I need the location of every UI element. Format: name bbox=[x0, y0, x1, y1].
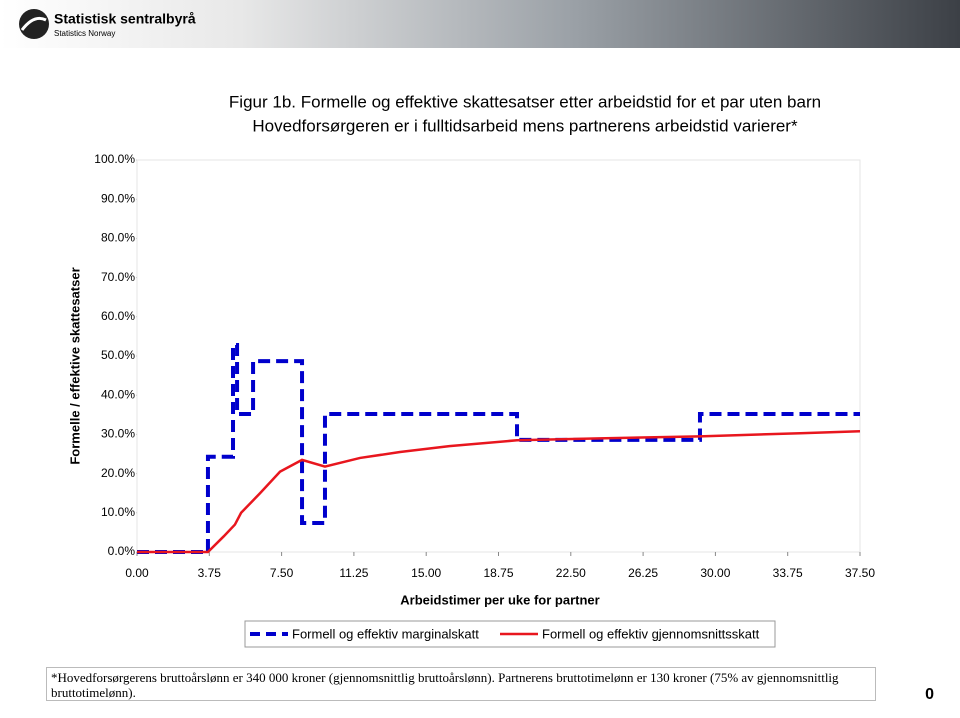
x-tick-label: 33.75 bbox=[773, 566, 803, 580]
chart-title: Figur 1b. Formelle og effektive skattesa… bbox=[229, 92, 821, 111]
x-tick-label: 0.00 bbox=[125, 566, 149, 580]
series-line bbox=[137, 430, 861, 554]
y-tick-label: 40.0% bbox=[101, 387, 135, 401]
y-tick-label: 90.0% bbox=[101, 191, 135, 205]
y-tick-label: 50.0% bbox=[101, 348, 135, 362]
footnote: *Hovedforsørgerens bruttoårslønn er 340 … bbox=[46, 667, 876, 701]
legend-label: Formell og effektiv gjennomsnittsskatt bbox=[542, 626, 760, 641]
logo-swoosh bbox=[20, 16, 47, 31]
x-tick-label: 37.50 bbox=[845, 566, 875, 580]
series-line bbox=[137, 343, 860, 554]
x-tick-label: 30.00 bbox=[700, 566, 730, 580]
banner bbox=[0, 0, 960, 48]
logo-sub: Statistics Norway bbox=[54, 29, 115, 38]
x-tick-label: 22.50 bbox=[556, 566, 586, 580]
x-tick-label: 26.25 bbox=[628, 566, 658, 580]
y-tick-label: 80.0% bbox=[101, 231, 135, 245]
x-tick-label: 3.75 bbox=[198, 566, 222, 580]
y-tick-label: 70.0% bbox=[101, 270, 135, 284]
y-tick-label: 20.0% bbox=[101, 466, 135, 480]
x-tick-label: 18.75 bbox=[483, 566, 513, 580]
legend-label: Formell og effektiv marginalskatt bbox=[292, 626, 479, 641]
x-tick-label: 15.00 bbox=[411, 566, 441, 580]
y-tick-label: 10.0% bbox=[101, 505, 135, 519]
y-axis-label: Formelle / effektive skattesatser bbox=[67, 267, 82, 464]
y-tick-label: 0.0% bbox=[108, 544, 136, 558]
x-axis-label: Arbeidstimer per uke for partner bbox=[400, 592, 599, 607]
chart-subtitle: Hovedforsørgeren er i fulltidsarbeid men… bbox=[252, 116, 798, 135]
y-tick-label: 100.0% bbox=[94, 152, 135, 166]
y-tick-label: 60.0% bbox=[101, 309, 135, 323]
plot-area bbox=[136, 159, 861, 553]
y-tick-label: 30.0% bbox=[101, 427, 135, 441]
page-number: 0 bbox=[925, 686, 934, 703]
x-tick-label: 11.25 bbox=[339, 566, 368, 580]
logo-mark bbox=[19, 9, 49, 39]
x-tick-label: 7.50 bbox=[270, 566, 294, 580]
logo-name: Statistisk sentralbyrå bbox=[54, 11, 196, 27]
